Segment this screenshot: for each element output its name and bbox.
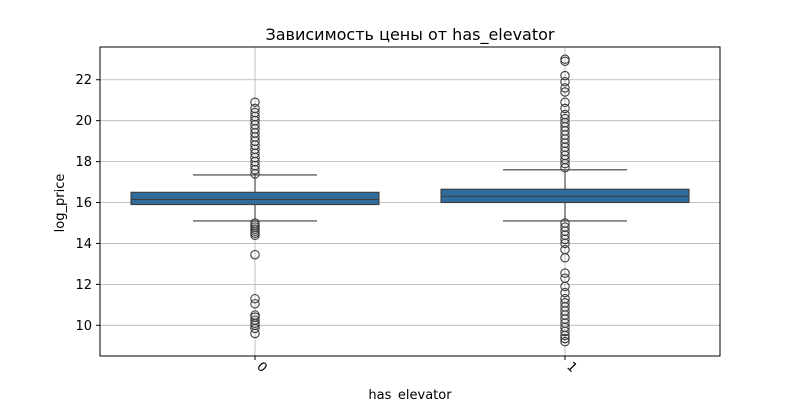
outlier-point (560, 293, 570, 304)
x-tick-label: 1 (563, 359, 579, 375)
outlier-point (560, 218, 570, 228)
outlier-point (560, 77, 570, 87)
outlier-point (250, 107, 260, 118)
outlier-point (560, 244, 570, 255)
outlier-point (250, 310, 260, 320)
plot-frame (99, 46, 721, 357)
y-tick-label: 14 (75, 237, 92, 252)
outlier-point (250, 218, 260, 228)
outlier-point (560, 97, 570, 108)
outlier-point (560, 109, 570, 120)
y-tick-label: 22 (75, 73, 92, 88)
outlier-point (560, 333, 570, 344)
outlier-point (560, 113, 570, 124)
outlier-point (560, 54, 570, 65)
box-group-1 (440, 54, 690, 347)
outlier-point (560, 336, 570, 347)
x-axis-label: has_elevator (368, 388, 452, 400)
outlier-point (560, 87, 570, 97)
y-axis-label: log_price (53, 174, 68, 233)
outlier-point (250, 315, 260, 325)
plot-area (130, 54, 690, 347)
outlier-point (560, 83, 570, 93)
outlier-point (560, 268, 570, 278)
x-tick-label: 0 (253, 359, 269, 375)
outlier-point (250, 299, 260, 309)
outlier-point (560, 103, 570, 114)
y-axis: 10 12 14 16 18 20 22 (75, 73, 100, 334)
outlier-point (560, 287, 570, 298)
outlier-point (560, 298, 570, 308)
chart-title: Зависимость цены от has_elevator (265, 25, 554, 45)
y-tick-label: 10 (75, 319, 92, 334)
y-tick-label: 16 (75, 196, 92, 211)
outlier-point (560, 222, 570, 232)
outlier-point (250, 293, 260, 304)
box-iqr (130, 191, 380, 206)
outlier-point (560, 273, 570, 283)
y-tick-label: 12 (75, 278, 92, 293)
outlier-point (250, 249, 260, 260)
y-tick-label: 18 (75, 155, 92, 170)
outlier-point (560, 70, 570, 81)
y-tick-label: 20 (75, 114, 92, 129)
box-group-0 (130, 97, 380, 339)
outlier-point (250, 103, 260, 114)
outlier-point (250, 97, 260, 108)
